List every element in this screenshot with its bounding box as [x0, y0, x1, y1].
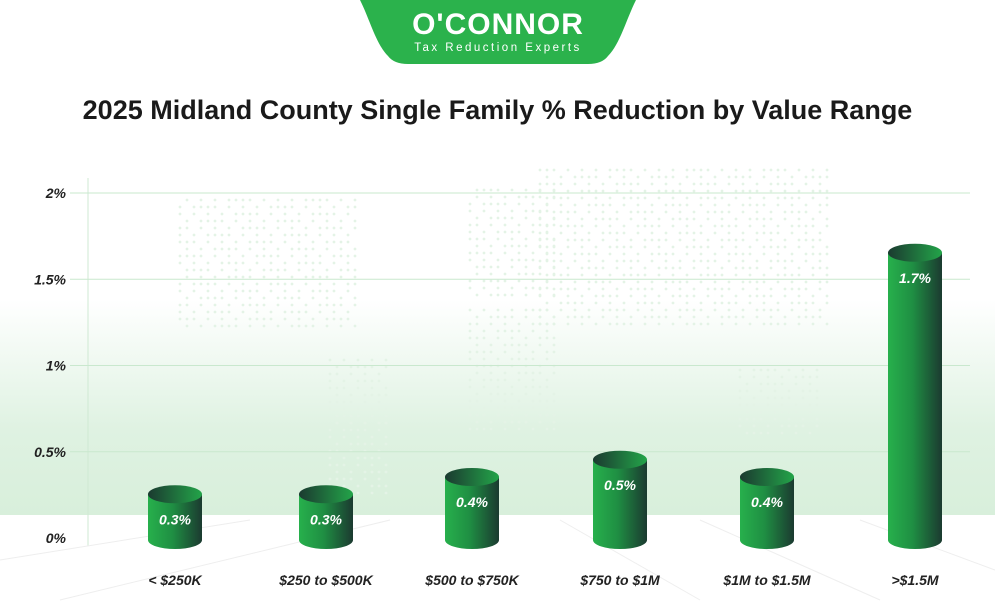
x-tick-label: < $250K — [148, 572, 202, 588]
bar-body — [593, 459, 647, 549]
bar: 1.7% — [888, 243, 942, 549]
bar-top — [593, 450, 647, 469]
bar: 0.5% — [593, 450, 647, 549]
x-tick-label: $500 to $750K — [424, 572, 519, 588]
y-tick-label: 0.5% — [34, 444, 66, 460]
data-label: 1.7% — [899, 270, 931, 286]
world-map-dots — [178, 168, 829, 495]
bar: 0.4% — [445, 468, 499, 549]
logo-tagline: Tax Reduction Experts — [414, 42, 582, 54]
bar-top — [148, 485, 202, 504]
bar-body — [299, 494, 353, 549]
bar: 0.3% — [299, 485, 353, 549]
x-tick-label: >$1.5M — [891, 572, 938, 588]
data-label: 0.4% — [456, 494, 488, 510]
x-tick-label: $1M to $1.5M — [722, 572, 810, 588]
y-tick-label: 1.5% — [34, 271, 66, 287]
data-label: 0.5% — [604, 477, 636, 493]
data-label: 0.3% — [310, 511, 342, 527]
bar: 0.4% — [740, 468, 794, 549]
bar-top — [299, 485, 353, 504]
bar-body — [148, 494, 202, 549]
bar-body — [740, 477, 794, 549]
data-label: 0.3% — [159, 511, 191, 527]
y-tick-label: 1% — [46, 358, 67, 374]
floor-line — [559, 519, 701, 601]
floor-line — [699, 519, 881, 601]
y-tick-label: 0% — [46, 530, 67, 546]
floor-line — [0, 519, 251, 561]
bar-top — [445, 468, 499, 486]
bar-body — [445, 477, 499, 549]
x-tick-label: $250 to $500K — [278, 572, 373, 588]
logo-name: O'CONNOR — [412, 8, 584, 41]
logo: O'CONNOR Tax Reduction Experts — [358, 0, 638, 66]
bar-top — [888, 243, 942, 262]
data-label: 0.4% — [751, 494, 783, 510]
bar-body — [888, 252, 942, 549]
bar: 0.3% — [148, 485, 202, 549]
chart-title: 2025 Midland County Single Family % Redu… — [82, 95, 913, 125]
y-tick-label: 2% — [45, 185, 67, 201]
bar-top — [740, 468, 794, 486]
x-tick-label: $750 to $1M — [579, 572, 660, 588]
